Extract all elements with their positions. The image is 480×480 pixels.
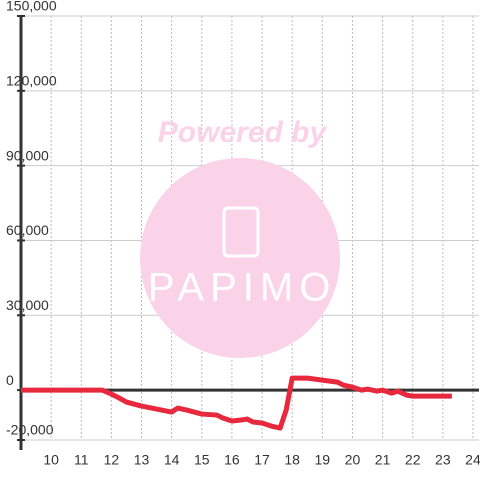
x-tick-label: 21 [375, 452, 391, 468]
x-tick-label: 13 [134, 452, 150, 468]
x-tick-label: 20 [345, 452, 361, 468]
watermark-icon [222, 206, 260, 258]
x-tick-label: 16 [224, 452, 240, 468]
x-tick-label: 18 [284, 452, 300, 468]
x-tick-label: 14 [164, 452, 180, 468]
x-tick-label: 17 [254, 452, 270, 468]
y-tick-label: 90,000 [6, 147, 49, 163]
x-tick-label: 22 [405, 452, 421, 468]
y-tick-label: -20,000 [6, 422, 54, 438]
x-tick-label: 10 [43, 452, 59, 468]
watermark-logo: PAPIMO [148, 266, 337, 310]
watermark-circle [140, 158, 340, 358]
y-tick-label: 0 [6, 372, 14, 388]
line [21, 375, 452, 431]
x-tick-label: 11 [74, 452, 89, 468]
x-tick-label: 24 [465, 452, 480, 468]
y-tick-label: 120,000 [6, 73, 57, 89]
x-tick-label: 19 [315, 452, 331, 468]
y-tick-label: 60,000 [6, 222, 49, 238]
x-tick-label: 23 [435, 452, 451, 468]
x-tick-label: 15 [194, 452, 210, 468]
y-tick-label: 150,000 [6, 0, 57, 14]
y-tick-label: 30,000 [6, 297, 49, 313]
x-tick-label: 12 [104, 452, 120, 468]
watermark-text: Powered by [158, 116, 328, 149]
